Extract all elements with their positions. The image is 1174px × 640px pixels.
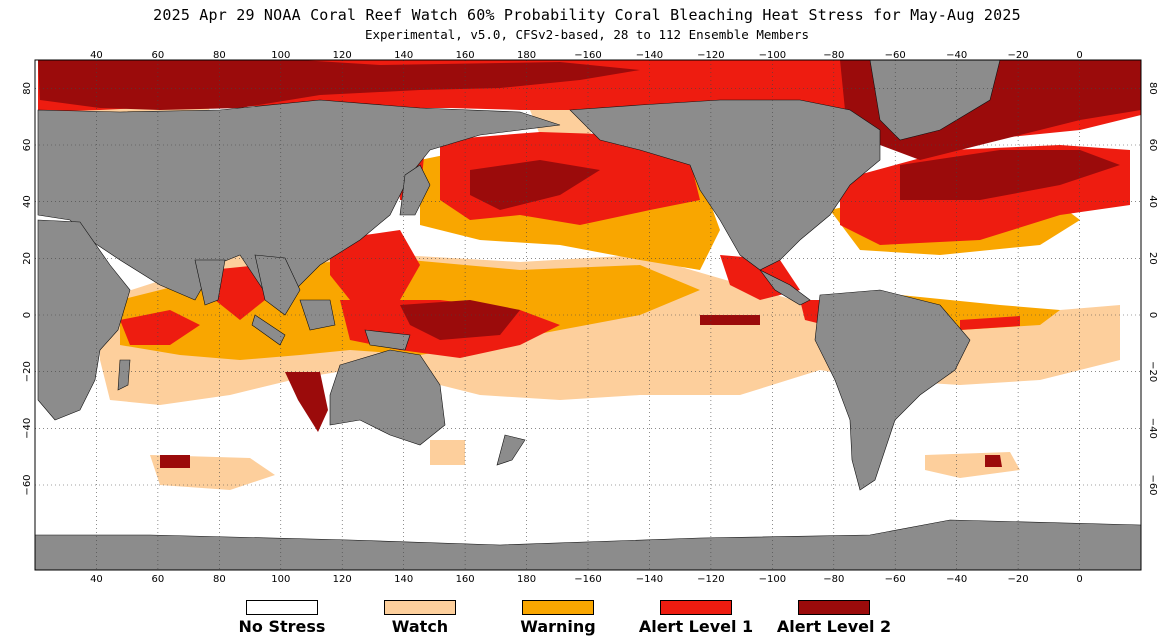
lat-tick-label-right: −40 bbox=[1147, 418, 1158, 439]
africa-landmass bbox=[37, 219, 131, 421]
borneo bbox=[299, 299, 336, 331]
lon-tick-label-top: −60 bbox=[885, 50, 906, 61]
lon-tick-label-bottom: 120 bbox=[333, 574, 352, 585]
madagascar bbox=[117, 359, 131, 391]
lat-tick-label-left: 0 bbox=[22, 312, 33, 318]
india-landmass bbox=[194, 259, 226, 306]
lat-tick-label-right: 20 bbox=[1147, 252, 1158, 265]
lon-tick-label-bottom: −60 bbox=[885, 574, 906, 585]
lon-tick-label-top: 40 bbox=[90, 50, 103, 61]
lon-tick-label-top: −40 bbox=[946, 50, 967, 61]
new-zealand bbox=[496, 434, 526, 466]
sumatra bbox=[251, 314, 286, 346]
legend-item: No Stress bbox=[212, 600, 352, 636]
lon-tick-label-top: 80 bbox=[213, 50, 226, 61]
lat-tick-label-right: −20 bbox=[1147, 361, 1158, 382]
lat-tick-label-right: 0 bbox=[1147, 312, 1158, 318]
lon-tick-label-bottom: 80 bbox=[213, 574, 226, 585]
central-america bbox=[759, 269, 811, 306]
lon-tick-label-bottom: 160 bbox=[456, 574, 475, 585]
lon-tick-label-bottom: −120 bbox=[697, 574, 724, 585]
legend-item: Alert Level 2 bbox=[764, 600, 904, 636]
legend-item: Warning bbox=[488, 600, 628, 636]
legend-swatch bbox=[522, 600, 594, 615]
lat-tick-label-left: 60 bbox=[22, 139, 33, 152]
lon-tick-label-bottom: 60 bbox=[152, 574, 165, 585]
legend-label: Alert Level 2 bbox=[776, 617, 892, 636]
legend-label: Watch bbox=[391, 617, 449, 636]
tick-labels: 40 40 60 60 80 80 100 100 120 120 140 140 160 160 180 1… bbox=[22, 50, 1158, 585]
lon-tick-label-bottom: −20 bbox=[1008, 574, 1029, 585]
lon-tick-label-top: 120 bbox=[333, 50, 352, 61]
lat-tick-label-left: −20 bbox=[22, 361, 33, 382]
eurasia-landmass bbox=[37, 99, 561, 301]
lat-tick-label-left: 40 bbox=[22, 195, 33, 208]
lon-tick-label-bottom: 100 bbox=[271, 574, 290, 585]
lon-tick-label-bottom: 140 bbox=[394, 574, 413, 585]
lon-tick-label-top: 0 bbox=[1076, 50, 1082, 61]
lon-tick-label-bottom: −80 bbox=[823, 574, 844, 585]
lon-tick-label-bottom: −100 bbox=[759, 574, 786, 585]
lat-tick-label-right: 80 bbox=[1147, 82, 1158, 95]
legend-item: Alert Level 1 bbox=[626, 600, 766, 636]
lat-tick-label-left: −40 bbox=[22, 418, 33, 439]
south-america-landmass bbox=[814, 289, 971, 491]
lon-tick-label-bottom: −140 bbox=[636, 574, 663, 585]
lon-tick-label-top: 60 bbox=[152, 50, 165, 61]
legend-item: Watch bbox=[350, 600, 490, 636]
lon-tick-label-top: −20 bbox=[1008, 50, 1029, 61]
lon-tick-label-bottom: 0 bbox=[1076, 574, 1082, 585]
new-guinea bbox=[364, 329, 411, 351]
lon-tick-label-top: −160 bbox=[574, 50, 601, 61]
map-frame bbox=[34, 59, 1142, 571]
lat-tick-label-left: −60 bbox=[22, 474, 33, 495]
lon-tick-label-top: 180 bbox=[517, 50, 536, 61]
japan bbox=[399, 164, 431, 216]
lat-tick-label-left: 80 bbox=[22, 82, 33, 95]
lon-tick-label-bottom: −40 bbox=[946, 574, 967, 585]
graticule bbox=[35, 60, 1141, 570]
lon-tick-label-bottom: 40 bbox=[90, 574, 103, 585]
legend-swatch bbox=[246, 600, 318, 615]
legend-label: Alert Level 1 bbox=[638, 617, 754, 636]
map-subtitle: Experimental, v5.0, CFSv2-based, 28 to 1… bbox=[364, 27, 809, 42]
lat-tick-label-right: 60 bbox=[1147, 139, 1158, 152]
legend-label: No Stress bbox=[238, 617, 326, 636]
lon-tick-label-top: −120 bbox=[697, 50, 724, 61]
legend-swatch bbox=[384, 600, 456, 615]
legend-label: Warning bbox=[520, 617, 596, 636]
map-title: 2025 Apr 29 NOAA Coral Reef Watch 60% Pr… bbox=[153, 6, 1021, 24]
lon-tick-label-bottom: −160 bbox=[574, 574, 601, 585]
lon-tick-label-top: −100 bbox=[759, 50, 786, 61]
legend-swatch bbox=[798, 600, 870, 615]
lon-tick-label-top: 100 bbox=[271, 50, 290, 61]
greenland bbox=[869, 60, 1001, 141]
lon-tick-label-bottom: 180 bbox=[517, 574, 536, 585]
australia-landmass bbox=[329, 349, 446, 446]
lon-tick-label-top: 140 bbox=[394, 50, 413, 61]
lon-tick-label-top: −80 bbox=[823, 50, 844, 61]
legend-swatch bbox=[660, 600, 732, 615]
lon-tick-label-top: 160 bbox=[456, 50, 475, 61]
north-america-landmass bbox=[569, 99, 881, 271]
se-asia-landmass bbox=[254, 254, 301, 316]
lon-tick-label-top: −140 bbox=[636, 50, 663, 61]
lat-tick-label-right: 40 bbox=[1147, 195, 1158, 208]
lat-tick-label-right: −60 bbox=[1147, 474, 1158, 495]
lat-tick-label-left: 20 bbox=[22, 252, 33, 265]
